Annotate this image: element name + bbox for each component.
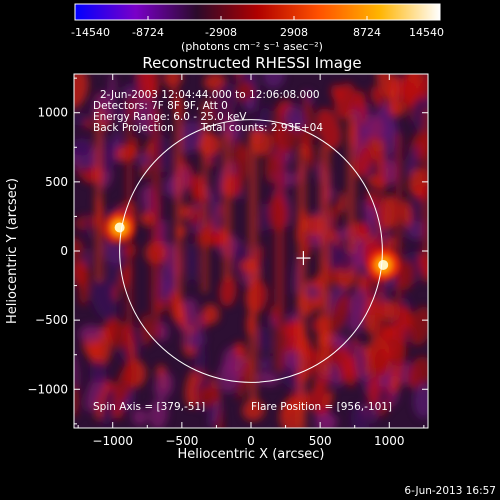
y-tick-label: −500	[35, 313, 68, 327]
y-tick-label: 1000	[37, 106, 68, 120]
y-tick-label: −1000	[27, 382, 68, 396]
x-tick-label: 0	[247, 434, 255, 448]
axes: −1000 −500 0 500 1000 −1000 −500 0 500 1000	[27, 74, 428, 448]
colorbar-tick-label: 8724	[353, 26, 381, 39]
spin-axis-marker	[296, 251, 311, 266]
x-tick-label: 500	[309, 434, 332, 448]
info-block: 2-Jun-2003 12:04:44.000 to 12:06:08.000 …	[93, 89, 323, 134]
detectors-text: Detectors: 7F 8F 9F, Att 0	[93, 100, 228, 112]
flare-source	[103, 211, 136, 244]
x-tick-label: −1000	[92, 434, 133, 448]
y-tick-label: 0	[60, 244, 68, 258]
spin-axis-text: Spin Axis = [379,-51]	[93, 401, 205, 413]
y-axis-label: Heliocentric Y (arcsec)	[5, 178, 20, 324]
timestamp: 6-Jun-2013 16:57	[404, 485, 496, 497]
time-range-text: 2-Jun-2003 12:04:44.000 to 12:06:08.000	[100, 89, 320, 101]
colorbar-tick-label: 2908	[280, 26, 308, 39]
flare-position-text: Flare Position = [956,-101]	[251, 401, 392, 413]
y-tick-label: 500	[45, 175, 68, 189]
colorbar-ticks: -14540 -8724 -2908 2908 8724 14540	[71, 16, 444, 39]
colorbar-tick-label: -14540	[71, 26, 110, 39]
flare-source	[367, 248, 400, 281]
colorbar-tick-label: -2908	[205, 26, 237, 39]
energy-range-text: Energy Range: 6.0 - 25.0 keV	[93, 111, 247, 123]
colorbar	[74, 3, 441, 21]
colorbar-unit-label: (photons cm⁻² s⁻¹ asec⁻²)	[181, 40, 323, 53]
x-tick-label: −500	[165, 434, 198, 448]
chart-title: Reconstructed RHESSI Image	[142, 54, 361, 72]
colorbar-tick-label: -8724	[132, 26, 164, 39]
solar-limb-circle	[119, 119, 383, 383]
total-counts-text: Total counts: 2.93E+04	[200, 122, 323, 134]
heatmap-image	[74, 74, 428, 428]
method-text: Back Projection	[93, 122, 174, 134]
colorbar-tick-label: 14540	[409, 26, 444, 39]
x-tick-label: 1000	[374, 434, 405, 448]
x-axis-label: Heliocentric X (arcsec)	[178, 447, 325, 462]
